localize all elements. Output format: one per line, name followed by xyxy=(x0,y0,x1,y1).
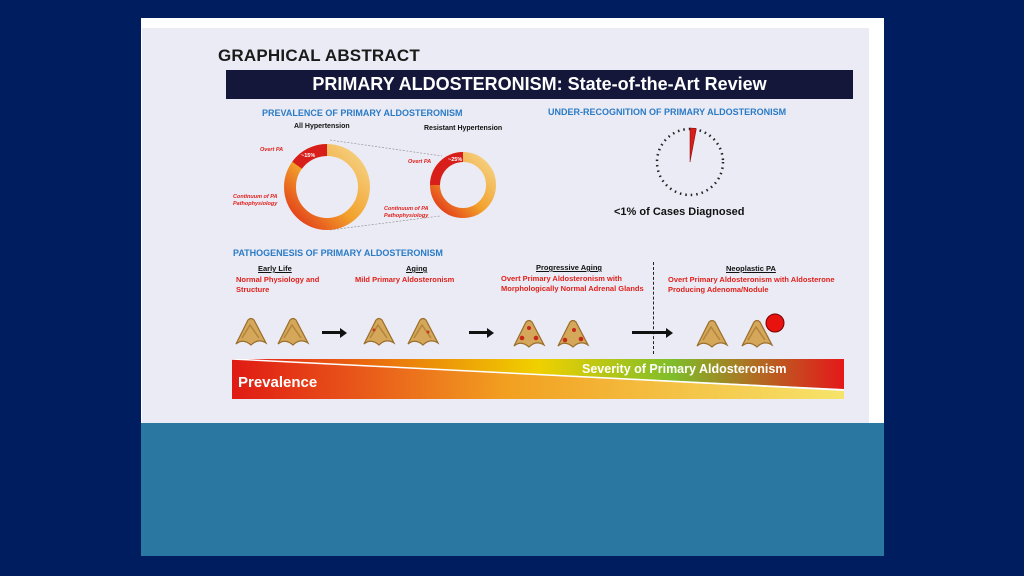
prevalence-severity-bar xyxy=(232,359,844,399)
stage-progressive-aging-title: Progressive Aging xyxy=(536,263,602,272)
adenoma-nodule-icon xyxy=(765,313,785,333)
adrenal-gland-icon xyxy=(741,319,774,348)
adrenal-gland-icon xyxy=(277,317,310,346)
severity-bar-label: Severity of Primary Aldosteronism xyxy=(582,362,787,376)
diagnosed-slice xyxy=(689,127,697,163)
figure-heading: GRAPHICAL ABSTRACT xyxy=(218,46,420,65)
neoplastic-divider xyxy=(653,262,654,354)
resistant-hypertension-label: Resistant Hypertension xyxy=(424,125,503,132)
left-overt-pa-label: Overt PA xyxy=(260,147,284,153)
arrow-icon xyxy=(469,327,494,338)
cases-diagnosed-caption: <1% of Cases Diagnosed xyxy=(614,206,745,218)
adrenal-gland-icon xyxy=(513,319,546,348)
arrow-icon xyxy=(322,327,347,338)
adrenal-gland-icon xyxy=(696,319,729,348)
left-donut-overt-slice xyxy=(292,144,327,169)
prevalence-bar-label: Prevalence xyxy=(238,374,318,391)
prevalence-donuts xyxy=(284,139,496,231)
pathogenesis-section-title: PATHOGENESIS OF PRIMARY ALDOSTERONISM xyxy=(233,248,443,258)
stage-neoplastic-text: Overt Primary Aldosteronism with Aldoste… xyxy=(668,275,835,294)
stage-progressive-aging-text: Overt Primary Aldosteronism with Morphol… xyxy=(501,274,644,293)
stage-early-life-text: Normal Physiology and Structure xyxy=(236,275,320,294)
left-percent-label: ~15% xyxy=(301,153,316,159)
stage-early-life-title: Early Life xyxy=(258,264,292,273)
adrenal-gland-icon xyxy=(557,319,590,348)
right-overt-pa-label: Overt PA xyxy=(408,159,432,165)
stage-neoplastic-title: Neoplastic PA xyxy=(726,264,776,273)
caption-panel xyxy=(141,423,884,556)
prevalence-section-title: PREVALENCE OF PRIMARY ALDOSTERONISM xyxy=(262,108,463,118)
adrenal-gland-icon xyxy=(407,317,440,346)
stage-aging-text: Mild Primary Aldosteronism xyxy=(355,275,455,284)
right-percent-label: ~25% xyxy=(448,157,463,163)
under-recognition-section-title: UNDER-RECOGNITION OF PRIMARY ALDOSTERONI… xyxy=(548,107,787,117)
stage-aging-title: Aging xyxy=(406,264,428,273)
right-donut-overt-slice xyxy=(430,152,463,185)
arrow-icon xyxy=(632,327,673,338)
adrenal-gland-icon xyxy=(235,317,268,346)
under-recognition-clock xyxy=(655,127,725,197)
right-continuum-label: Continuum of PA Pathophysiology xyxy=(384,206,429,219)
title-banner: PRIMARY ALDOSTERONISM: State-of-the-Art … xyxy=(226,70,853,99)
left-continuum-label: Continuum of PA Pathophysiology xyxy=(233,194,278,207)
all-hypertension-label: All Hypertension xyxy=(294,123,350,130)
adrenal-gland-icon xyxy=(363,317,396,346)
